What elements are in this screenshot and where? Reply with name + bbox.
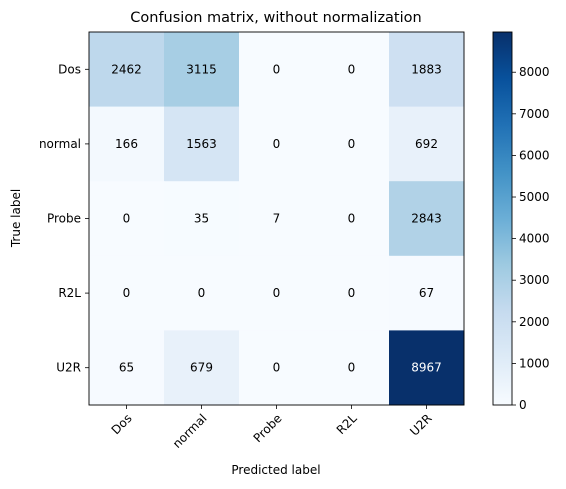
x-tick-label: Dos bbox=[109, 411, 135, 437]
cell-value-label: 0 bbox=[123, 286, 131, 300]
heatmap-cell bbox=[239, 106, 315, 182]
cell-value-label: 692 bbox=[415, 137, 438, 151]
y-axis-ticks: Dos normal Probe R2L U2R bbox=[39, 62, 89, 375]
heatmap-cell bbox=[314, 330, 390, 406]
heatmap-cell bbox=[164, 181, 240, 257]
cell-value-label: 35 bbox=[194, 212, 209, 226]
cell-value-label: 2462 bbox=[111, 62, 142, 76]
heatmap-cell bbox=[389, 181, 465, 257]
heatmap-cell bbox=[164, 32, 240, 108]
cell-value-label: 0 bbox=[273, 137, 281, 151]
cell-value-label: 166 bbox=[115, 137, 138, 151]
cell-value-label: 1883 bbox=[411, 62, 442, 76]
cell-value-label: 0 bbox=[348, 137, 356, 151]
heatmap-cell bbox=[389, 106, 465, 182]
chart-title: Confusion matrix, without normalization bbox=[130, 10, 421, 26]
colorbar bbox=[493, 32, 512, 405]
colorbar-tick-label: 7000 bbox=[519, 107, 550, 121]
cell-value-label: 8967 bbox=[411, 361, 442, 375]
cell-value-label: 67 bbox=[419, 286, 434, 300]
cell-value-label: 0 bbox=[348, 212, 356, 226]
cell-value-label: 0 bbox=[273, 361, 281, 375]
y-tick-label: R2L bbox=[58, 286, 81, 300]
y-tick-label: Probe bbox=[47, 212, 81, 226]
colorbar-tick-label: 5000 bbox=[519, 190, 550, 204]
heatmap-cell bbox=[239, 255, 315, 331]
heatmap-cell bbox=[314, 181, 390, 257]
heatmap-cell bbox=[389, 255, 465, 331]
cell-value-label: 0 bbox=[273, 286, 281, 300]
cell-value-label: 2843 bbox=[411, 212, 442, 226]
colorbar-frame bbox=[492, 31, 513, 406]
heatmap-cell bbox=[164, 106, 240, 182]
colorbar-tick-label: 2000 bbox=[519, 315, 550, 329]
colorbar-tick-label: 6000 bbox=[519, 148, 550, 162]
heatmap-cell bbox=[89, 330, 165, 406]
cell-value-label: 1563 bbox=[186, 137, 217, 151]
colorbar-ticks: 0 1000 2000 3000 4000 5000 6000 7000 8000 bbox=[512, 65, 550, 412]
heatmap-cell bbox=[314, 106, 390, 182]
cell-value-label: 0 bbox=[348, 361, 356, 375]
cell-value-label: 65 bbox=[119, 361, 134, 375]
cell-value-label: 679 bbox=[190, 361, 213, 375]
x-tick-label: R2L bbox=[334, 411, 360, 437]
heatmap-cell bbox=[314, 255, 390, 331]
cell-value-label: 3115 bbox=[186, 62, 217, 76]
cell-value-label: 0 bbox=[123, 212, 131, 226]
x-axis-ticks: Dos normal Probe R2L U2R bbox=[109, 405, 435, 451]
x-axis-label: Predicted label bbox=[231, 463, 320, 477]
colorbar-tick-label: 1000 bbox=[519, 356, 550, 370]
cell-value-label: 0 bbox=[198, 286, 206, 300]
colorbar-tick-label: 0 bbox=[519, 398, 527, 412]
heatmap-cell bbox=[239, 330, 315, 406]
heatmap-cell bbox=[164, 255, 240, 331]
heatmap-cell bbox=[89, 32, 165, 108]
heatmap-cell bbox=[89, 255, 165, 331]
x-tick-label: normal bbox=[170, 411, 210, 451]
y-tick-label: normal bbox=[39, 137, 81, 151]
heatmap-cell bbox=[314, 32, 390, 108]
y-axis-label: True label bbox=[9, 189, 23, 248]
colorbar-tick-label: 8000 bbox=[519, 65, 550, 79]
colorbar-tick-label: 4000 bbox=[519, 232, 550, 246]
y-tick-label: U2R bbox=[56, 361, 81, 375]
heatmap-cell bbox=[89, 106, 165, 182]
heatmap-cell bbox=[239, 181, 315, 257]
x-tick-label: Probe bbox=[251, 411, 285, 445]
cell-value-label: 0 bbox=[348, 286, 356, 300]
cell-value-label: 7 bbox=[273, 212, 281, 226]
cell-value-label: 0 bbox=[273, 62, 281, 76]
heatmap-cell bbox=[389, 32, 465, 108]
heatmap-cell bbox=[89, 181, 165, 257]
x-tick-label: U2R bbox=[407, 411, 434, 438]
colorbar-tick-label: 3000 bbox=[519, 273, 550, 287]
heatmap-cell bbox=[164, 330, 240, 406]
heatmap-cells bbox=[89, 32, 465, 406]
cell-value-label: 0 bbox=[348, 62, 356, 76]
y-tick-label: Dos bbox=[58, 62, 81, 76]
heatmap-cell bbox=[389, 330, 465, 406]
heatmap-cell bbox=[239, 32, 315, 108]
